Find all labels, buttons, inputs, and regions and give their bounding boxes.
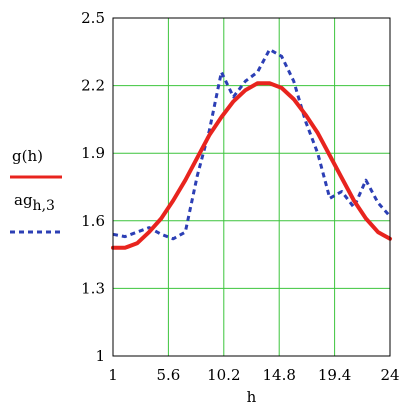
series-line-1	[112, 48, 392, 241]
legend-label-g: g(h)	[12, 147, 43, 165]
legend-label-ag-subscript: h,3	[33, 198, 55, 214]
legend: g(h) agh,3	[10, 147, 62, 234]
x-tick-label: 10.2	[207, 366, 240, 384]
x-tick-label: 24	[380, 366, 399, 384]
y-tick-label: 1.6	[81, 212, 105, 230]
y-tick-label: 2.2	[81, 77, 105, 95]
y-tick-label: 1.9	[81, 144, 105, 162]
legend-label-ag: agh,3	[14, 191, 55, 214]
series-layer	[111, 48, 392, 250]
x-tick-label: 5.6	[156, 366, 180, 384]
y-tick-label: 1.3	[81, 279, 105, 297]
x-axis-label: h	[247, 388, 257, 406]
y-tick-label: 1	[95, 347, 105, 365]
plot-frame	[112, 17, 391, 357]
legend-label-ag-main: ag	[14, 191, 33, 209]
y-tick-labels: 1 1.3 1.6 1.9 2.2 2.5	[81, 9, 105, 365]
series-line-0	[111, 81, 392, 250]
y-tick-label: 2.5	[81, 9, 105, 27]
x-tick-label: 19.4	[318, 366, 351, 384]
x-tick-label: 1	[108, 366, 118, 384]
x-tick-labels: 1 5.6 10.2 14.8 19.4 24	[108, 366, 399, 384]
x-tick-label: 14.8	[262, 366, 295, 384]
